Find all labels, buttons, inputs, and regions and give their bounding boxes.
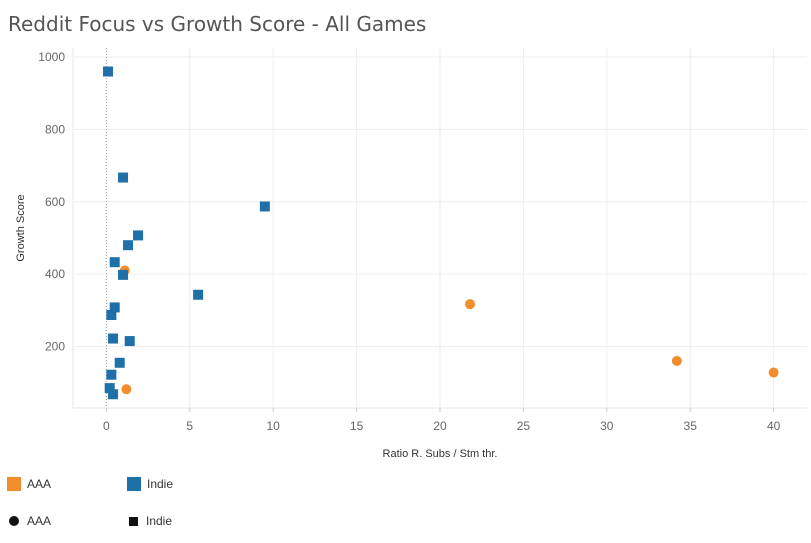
x-tick-label: 0 [103, 419, 110, 433]
legend-item-indie-shape[interactable]: Indie [129, 514, 172, 528]
x-tick-label: 30 [600, 419, 614, 433]
data-point-aaa[interactable] [768, 367, 779, 378]
legend-item-aaa-color[interactable]: AAA [7, 477, 51, 491]
data-point-indie[interactable] [123, 240, 134, 251]
square-shape-icon [129, 516, 138, 526]
y-axis-title: Growth Score [15, 194, 27, 261]
data-point-aaa[interactable] [121, 384, 132, 395]
x-axis-title: Ratio R. Subs / Stm thr. [383, 448, 498, 460]
legend-item-indie-color[interactable]: Indie [127, 477, 173, 491]
y-tick-label: 800 [45, 122, 65, 136]
y-tick-label: 200 [45, 339, 65, 353]
legend-label-aaa-color: AAA [27, 477, 52, 491]
legend-label-indie-shape: Indie [146, 514, 173, 528]
data-point-indie[interactable] [103, 66, 114, 77]
data-point-aaa[interactable] [671, 355, 682, 366]
data-point-indie[interactable] [259, 201, 270, 212]
data-point-indie[interactable] [193, 289, 204, 300]
data-point-indie[interactable] [114, 357, 125, 368]
legend-item-aaa-shape[interactable]: AAA [9, 514, 51, 528]
data-point-indie[interactable] [118, 172, 129, 183]
aaa-color-swatch [7, 477, 21, 491]
circle-shape-icon [9, 516, 19, 526]
data-point-indie[interactable] [106, 310, 117, 321]
data-point-indie[interactable] [104, 383, 115, 394]
y-tick-label: 600 [45, 195, 65, 209]
data-point-indie[interactable] [109, 257, 120, 268]
x-tick-label: 25 [517, 419, 531, 433]
x-tick-label: 40 [767, 419, 781, 433]
x-tick-label: 5 [186, 419, 193, 433]
data-point-indie[interactable] [133, 230, 144, 241]
data-point-indie[interactable] [108, 389, 119, 400]
x-tick-label: 15 [350, 419, 364, 433]
x-tick-label: 10 [267, 419, 281, 433]
y-tick-label: 1000 [38, 50, 65, 64]
data-point-indie[interactable] [106, 369, 117, 380]
data-point-indie[interactable] [118, 269, 129, 280]
data-point-aaa[interactable] [465, 299, 476, 310]
legend-label-indie-color: Indie [147, 477, 174, 491]
legend-label-aaa-shape: AAA [27, 514, 52, 528]
indie-color-swatch [127, 477, 141, 491]
data-point-indie[interactable] [108, 333, 119, 344]
data-point-indie[interactable] [124, 336, 135, 347]
chart-title: Reddit Focus vs Growth Score - All Games [8, 12, 427, 36]
x-tick-label: 35 [684, 419, 698, 433]
data-point-indie[interactable] [109, 302, 120, 313]
y-tick-label: 400 [45, 267, 65, 281]
x-tick-label: 20 [433, 419, 447, 433]
